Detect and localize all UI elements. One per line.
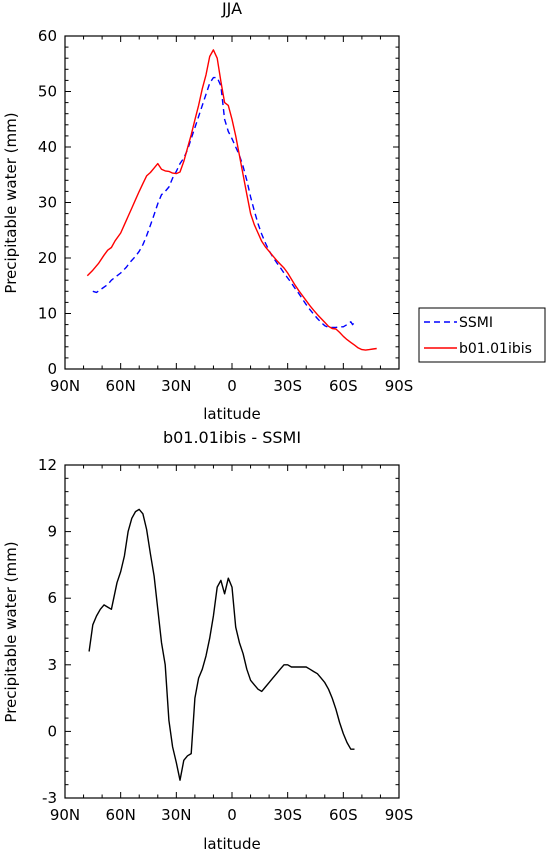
- top-line-ssmi: [92, 76, 357, 329]
- top-y-tick-label: 30: [38, 194, 57, 212]
- top-y-tick-label: 50: [38, 83, 57, 101]
- bottom-y-tick-label: 0: [47, 722, 57, 740]
- top-x-tick-label: 60S: [329, 377, 358, 395]
- bottom-chart-ylabel: Precipitable water (mm): [2, 541, 20, 722]
- top-y-tick-label: 0: [47, 360, 57, 378]
- top-x-tick-label: 0: [227, 377, 237, 395]
- bottom-line-series-0: [88, 508, 355, 781]
- top-x-tick-label: 60N: [106, 377, 136, 395]
- top-chart-legend: SSMI b01.01ibis: [418, 307, 546, 363]
- bottom-chart-title: b01.01ibis - SSMI: [163, 428, 301, 447]
- bottom-y-tick-label: 9: [47, 523, 57, 541]
- bottom-x-tick-label: 60N: [106, 806, 136, 824]
- top-chart-frame: [64, 35, 400, 370]
- legend-box: [418, 307, 546, 363]
- bottom-x-tick-label: 90S: [385, 806, 414, 824]
- bottom-y-tick-label: -3: [42, 789, 57, 807]
- top-chart-plot-area: 90N 60N 30N 0 30S 60S 90S 0 10 20 30 40 50 60: [38, 27, 413, 395]
- bottom-y-tick-label: 3: [47, 656, 57, 674]
- bottom-chart: b01.01ibis - SSMI Precipitable water (mm…: [2, 428, 413, 853]
- bottom-x-tick-label: 0: [227, 806, 237, 824]
- top-y-tick-label: 60: [38, 27, 57, 45]
- legend-label-ssmi: SSMI: [459, 315, 493, 331]
- bottom-y-tick-label: 6: [47, 589, 57, 607]
- bottom-x-tick-label: 90N: [50, 806, 80, 824]
- bottom-chart-plot-area: 90N 60N 30N 0 30S 60S 90S -3 0 3 6 9 12: [38, 456, 413, 824]
- top-chart-xlabel: latitude: [203, 405, 261, 423]
- top-y-tick-label: 40: [38, 138, 57, 156]
- top-x-tick-label: 30N: [161, 377, 191, 395]
- top-x-tick-label: 30S: [273, 377, 302, 395]
- top-y-tick-label: 10: [38, 305, 57, 323]
- top-y-tick-label: 20: [38, 249, 57, 267]
- bottom-x-tick-label: 60S: [329, 806, 358, 824]
- legend-label-b01-01ibis: b01.01ibis: [459, 341, 532, 357]
- top-chart-ylabel: Precipitable water (mm): [2, 112, 20, 293]
- top-chart-title: JJA: [221, 0, 242, 18]
- top-chart: JJA Precipitable water (mm) latitude 90N…: [2, 0, 546, 423]
- bottom-chart-xlabel: latitude: [203, 835, 261, 851]
- bottom-chart-frame: [64, 464, 400, 799]
- top-line-b01-01ibis: [86, 49, 377, 351]
- bottom-x-tick-label: 30N: [161, 806, 191, 824]
- top-x-tick-label: 90S: [385, 377, 414, 395]
- bottom-x-tick-label: 30S: [273, 806, 302, 824]
- top-x-tick-label: 90N: [50, 377, 80, 395]
- bottom-y-tick-label: 12: [38, 456, 57, 474]
